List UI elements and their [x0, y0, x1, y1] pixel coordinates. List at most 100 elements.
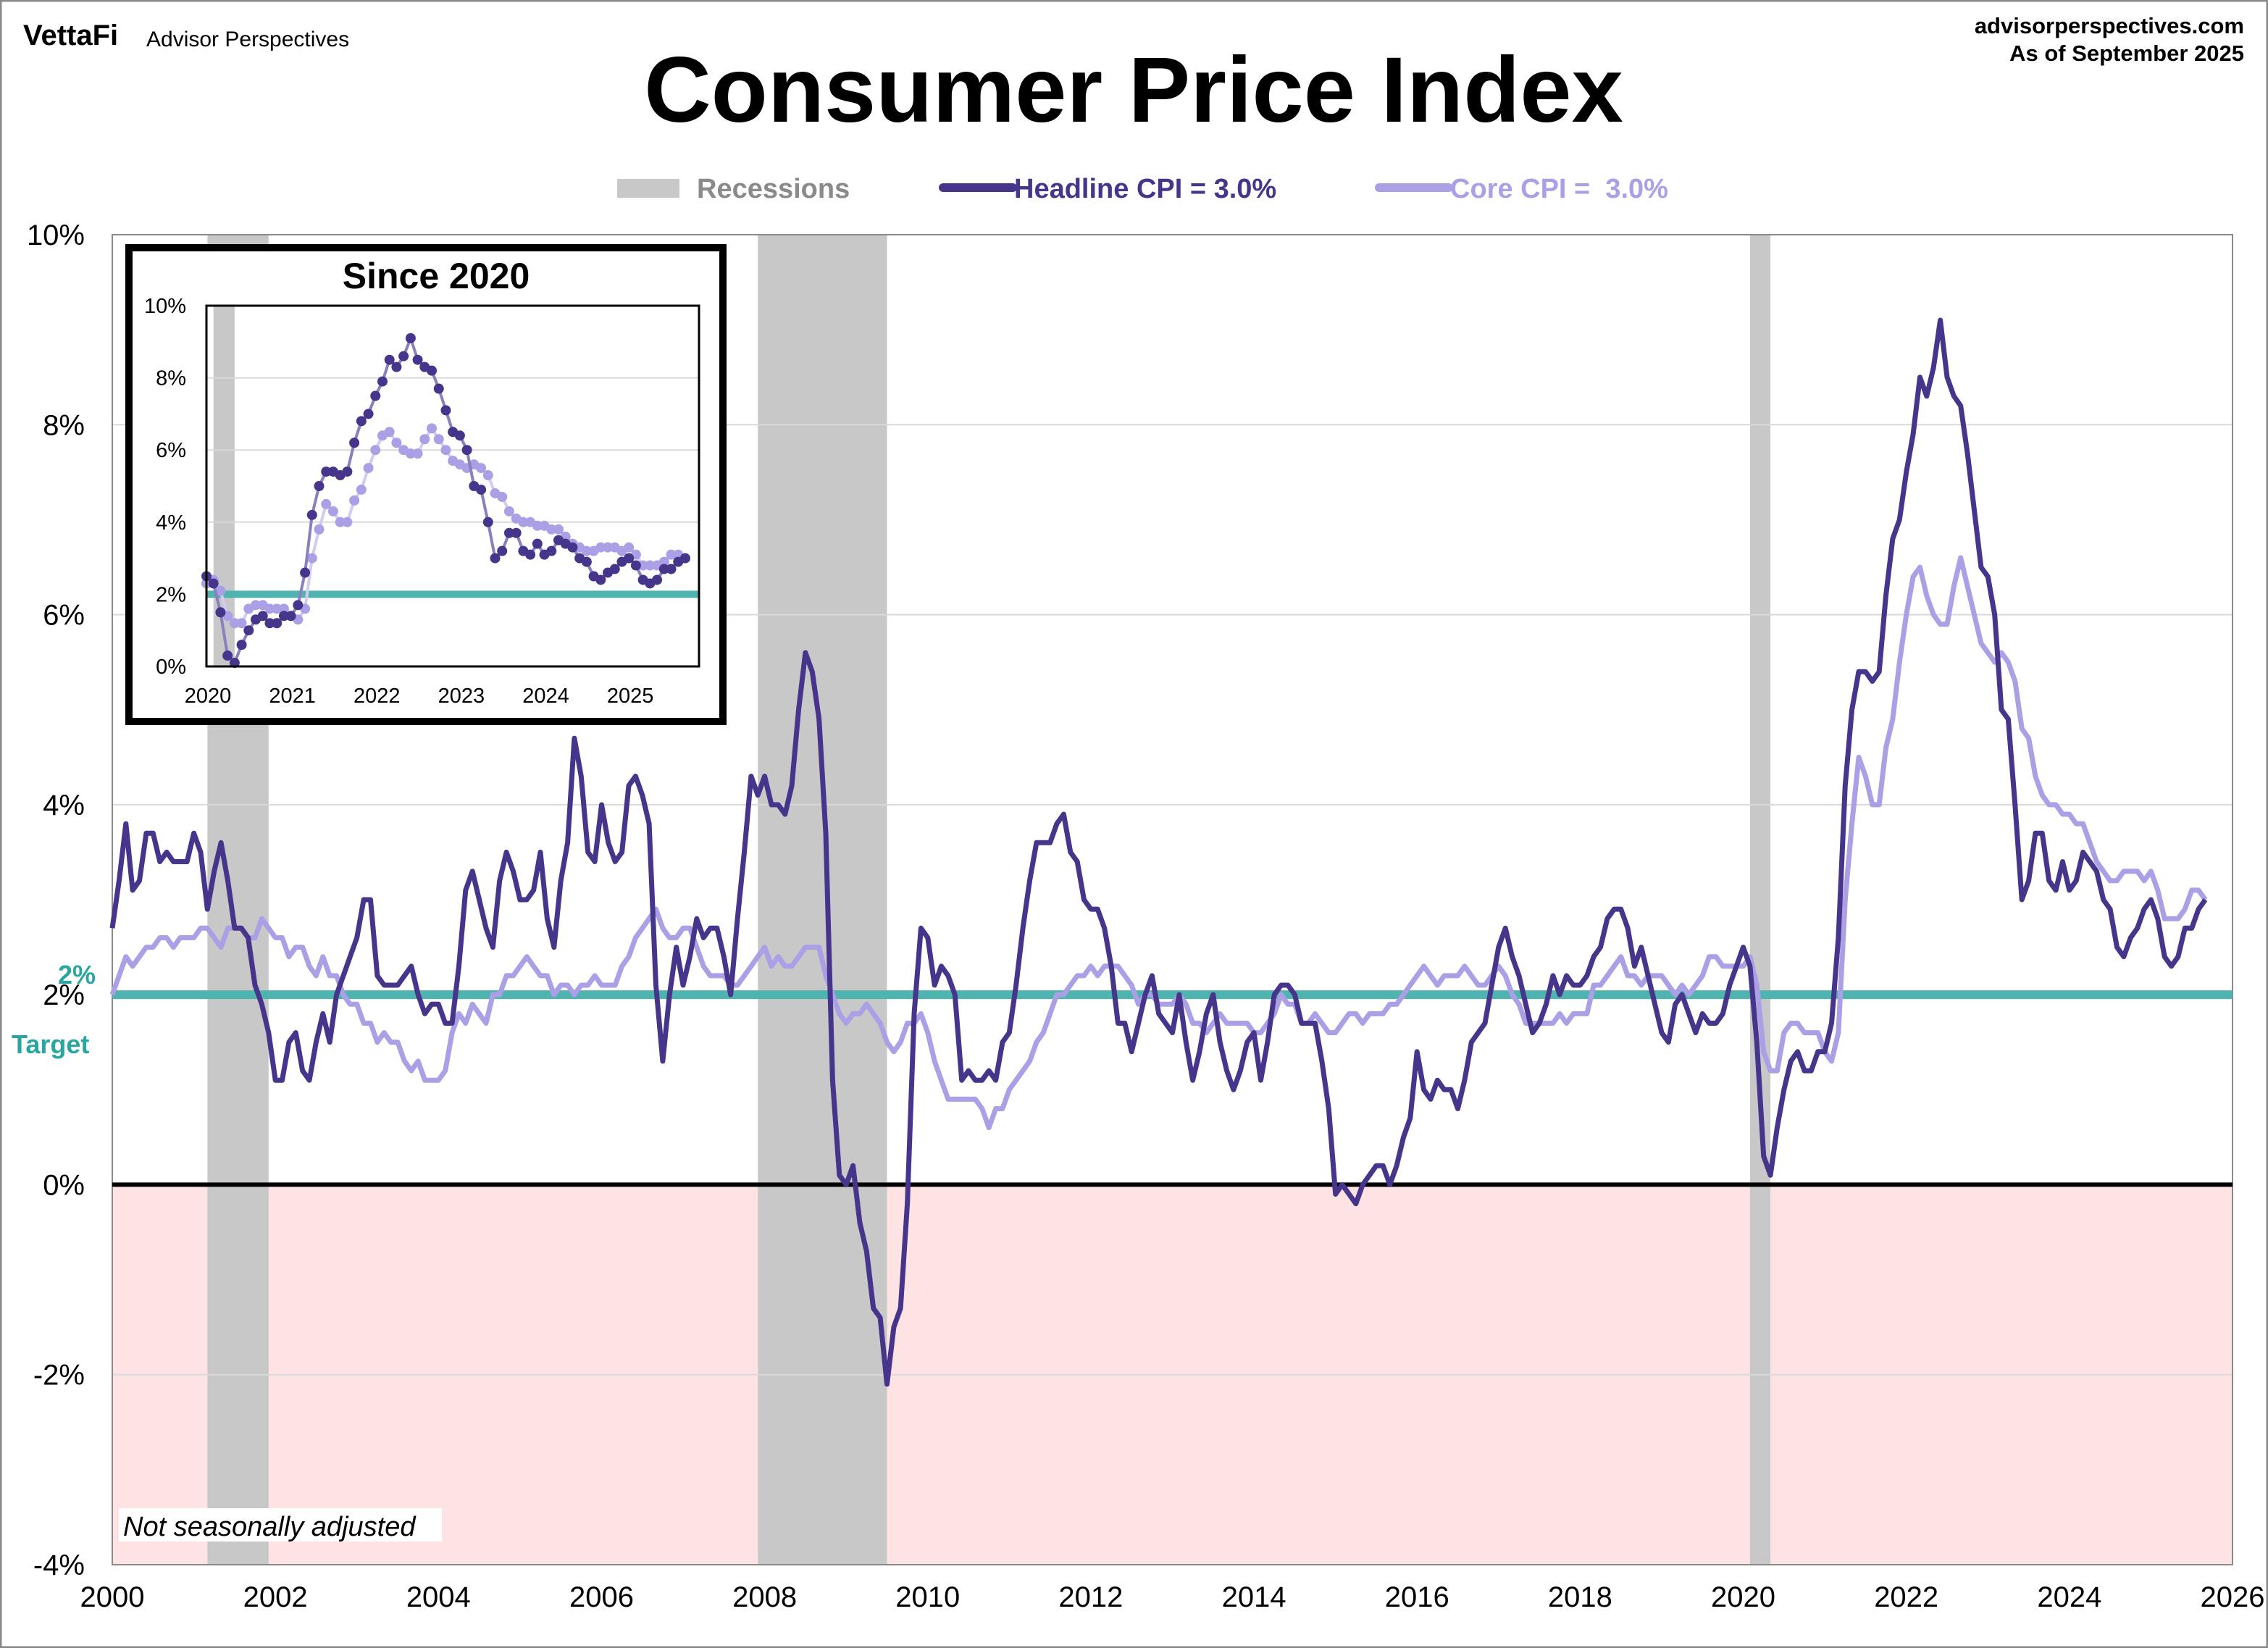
- target-value-label: 2%: [58, 960, 96, 990]
- x-tick-label: 2012: [1058, 1581, 1123, 1613]
- inset-y-tick-label: 0%: [156, 656, 186, 679]
- inset-headline-point: [652, 574, 663, 585]
- main-plot: -4% -2% 0% 2% 4% 6% 8% 10% 2000 2002 2004 2006 2008 2…: [27, 219, 2265, 1613]
- inset-headline-point: [581, 556, 592, 567]
- inset-x-tick-label: 2020: [185, 685, 232, 708]
- x-tick-label: 2018: [1548, 1581, 1612, 1613]
- inset-headline-point: [461, 445, 472, 456]
- inset-x-tick-label: 2024: [522, 685, 569, 708]
- inset-core-point: [440, 445, 451, 456]
- inset-headline-point: [398, 351, 409, 361]
- inset-headline-point: [595, 574, 606, 585]
- inset-headline-point: [243, 625, 254, 636]
- inset-core-point: [335, 516, 346, 527]
- inset-headline-point: [476, 484, 487, 495]
- inset-x-tick-label: 2023: [438, 685, 485, 708]
- inset-headline-point: [630, 560, 641, 571]
- inset-headline-point: [285, 611, 296, 622]
- inset-headline-point: [321, 467, 332, 477]
- inset-headline-point: [314, 481, 325, 491]
- inset-headline-point: [272, 618, 283, 629]
- inset-core-point: [384, 427, 395, 438]
- brand-sub: Advisor Perspectives: [146, 28, 349, 51]
- plot-border: [112, 234, 2233, 1565]
- inset-headline-point: [264, 618, 275, 629]
- target-text-label: Target: [12, 1029, 89, 1059]
- inset-title: Since 2020: [343, 256, 530, 296]
- y-tick-label: -4%: [33, 1549, 85, 1581]
- inset-core-point: [645, 560, 656, 571]
- legend-core: Core CPI = 3.0%: [1450, 174, 1668, 204]
- inset-core-point: [666, 549, 677, 560]
- inset-headline-point: [257, 611, 268, 622]
- inset-headline-point: [306, 509, 317, 520]
- inset-headline-point: [236, 640, 247, 651]
- inset-headline-point: [356, 416, 367, 427]
- inset-core-point: [412, 448, 423, 459]
- inset-y-tick-label: 4%: [156, 511, 186, 535]
- inset-core-point: [251, 600, 261, 611]
- y-tick-label: 0%: [43, 1169, 85, 1201]
- inset-core-point: [342, 516, 353, 527]
- inset-headline-point: [215, 607, 226, 618]
- inset-core-point: [272, 603, 283, 614]
- inset-core-point: [433, 434, 444, 445]
- legend: Recessions Headline CPI = 3.0% Core CPI …: [617, 174, 1668, 204]
- inset-y-tick-label: 6%: [156, 439, 186, 462]
- inset-headline-point: [433, 383, 444, 394]
- inset-core-point: [518, 516, 529, 527]
- inset-headline-point: [405, 332, 416, 343]
- inset-headline-point: [349, 438, 360, 448]
- inset-headline-point: [511, 527, 522, 538]
- brand-logo: VettaFi: [23, 20, 118, 51]
- inset-headline-point: [679, 553, 690, 564]
- inset-core-point: [405, 448, 416, 459]
- inset-headline-point: [384, 354, 395, 365]
- inset-headline-point: [490, 553, 501, 564]
- inset-headline-point: [567, 542, 578, 553]
- inset-headline-point: [391, 361, 402, 372]
- inset-headline-point: [278, 611, 289, 622]
- inset-core-point: [327, 506, 338, 516]
- inset-core-point: [306, 553, 317, 564]
- x-tick-label: 2008: [732, 1581, 797, 1613]
- inset-core-point: [215, 585, 226, 596]
- y-tick-label: -2%: [33, 1360, 85, 1392]
- x-tick-label: 2016: [1385, 1581, 1449, 1613]
- inset-headline-point: [503, 527, 514, 538]
- inset-y-tick-label: 8%: [156, 367, 186, 390]
- inset-headline-point: [525, 549, 536, 560]
- inset-headline-point: [546, 545, 557, 556]
- inset-core-point: [624, 542, 635, 553]
- headline-cpi-line: [109, 317, 2208, 1387]
- x-tick-label: 2000: [80, 1581, 145, 1613]
- inset-core-point: [264, 603, 275, 614]
- x-tick-label: 2024: [2037, 1581, 2101, 1613]
- inset-core-point: [581, 545, 592, 556]
- x-tick-label: 2020: [1711, 1581, 1775, 1613]
- inset-headline-point: [497, 545, 508, 556]
- inset-headline-point: [342, 467, 353, 477]
- inset-y-tick-label: 2%: [156, 583, 186, 606]
- inset-headline-point: [293, 600, 304, 611]
- inset-headline-point: [427, 365, 438, 376]
- inset-headline-point: [370, 390, 381, 401]
- as-of-date: As of September 2025: [2009, 41, 2244, 66]
- inset-headline-point: [454, 430, 465, 441]
- inset-core-point: [278, 603, 289, 614]
- x-tick-label: 2026: [2201, 1581, 2265, 1613]
- inset-headline-point: [658, 564, 669, 574]
- inset-headline-point: [377, 376, 388, 387]
- inset-headline-point: [222, 651, 233, 661]
- inset-headline-point: [482, 516, 493, 527]
- inset-core-point: [391, 438, 402, 448]
- seasonal-note: Not seasonally adjusted: [123, 1512, 417, 1542]
- inset-core-point: [349, 495, 360, 506]
- inset-core-point: [370, 445, 381, 456]
- inset-core-point: [595, 542, 606, 553]
- inset-plot-border: [205, 304, 700, 668]
- inset-core-point: [497, 491, 508, 502]
- inset-core-point: [546, 524, 557, 535]
- inset-x-tick-label: 2025: [607, 685, 654, 708]
